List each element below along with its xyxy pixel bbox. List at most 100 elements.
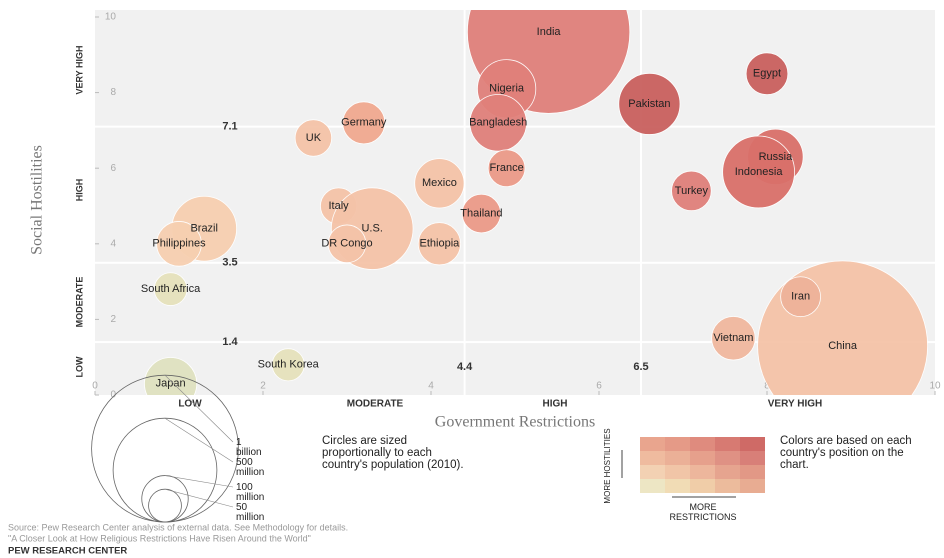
x-tick-label: 2 <box>260 381 266 392</box>
bubble-label: Philippines <box>152 238 206 250</box>
bubble-label: Mexico <box>422 177 457 189</box>
color-legend-cell <box>715 479 740 493</box>
bubble <box>327 224 367 264</box>
bubble-label: DR Congo <box>321 238 372 250</box>
x-tick-label: 0 <box>92 381 98 392</box>
bubble-label: Pakistan <box>628 98 670 110</box>
bubble-label: South Korea <box>258 359 320 371</box>
x-axis-label: Government Restrictions <box>435 414 595 431</box>
credit: PEW RESEARCH CENTER <box>8 546 127 557</box>
bubble-label: Vietnam <box>713 332 753 344</box>
bubble-label: Russia <box>759 151 794 163</box>
bubble-label: South Africa <box>141 283 201 295</box>
color-legend-cell <box>715 465 740 479</box>
color-legend-cell <box>740 451 765 465</box>
bubble-label: Thailand <box>460 207 502 219</box>
bubble <box>153 272 188 306</box>
color-legend-cell <box>740 437 765 451</box>
color-legend-cell <box>715 437 740 451</box>
bubble <box>487 149 526 188</box>
bubble <box>780 276 821 318</box>
size-legend-leader <box>164 488 234 508</box>
y-band-label: MODERATE <box>74 277 84 328</box>
bubble-label: France <box>489 162 523 174</box>
bubbles <box>144 10 928 395</box>
color-legend-cell <box>640 479 665 493</box>
bubble <box>156 221 202 267</box>
bubble <box>711 316 756 361</box>
color-legend-cell <box>640 437 665 451</box>
x-band-label: HIGH <box>543 399 568 410</box>
color-legend-note: Colors are based on each country's positi… <box>780 435 912 471</box>
bubble-label: Bangladesh <box>469 117 527 129</box>
threshold-label: 3.5 <box>222 257 237 269</box>
bubble-label: Turkey <box>675 185 709 197</box>
bubble <box>469 94 527 152</box>
bubble-label: India <box>537 26 562 38</box>
bubble <box>745 52 789 95</box>
bubble <box>414 158 465 209</box>
size-legend-leader <box>164 374 234 443</box>
x-band-label: MODERATE <box>347 399 404 410</box>
threshold-label: 7.1 <box>222 121 237 133</box>
bubble-label: Egypt <box>753 68 781 80</box>
color-legend-cell <box>665 451 690 465</box>
color-legend-cell <box>640 465 665 479</box>
y-band-label: LOW <box>74 356 84 377</box>
y-tick-label: 4 <box>110 238 116 249</box>
x-tick-label: 10 <box>929 381 941 392</box>
bubble <box>618 72 681 135</box>
color-legend-cell <box>690 479 715 493</box>
size-legend-circle <box>148 488 182 523</box>
bubble <box>461 193 502 234</box>
color-legend-cell <box>690 451 715 465</box>
color-legend-cell <box>740 465 765 479</box>
size-legend-label: 1 billion <box>236 437 262 458</box>
bubble-label: Italy <box>329 200 350 212</box>
y-tick-label: 2 <box>110 314 116 325</box>
y-tick-label: 10 <box>105 12 117 23</box>
threshold-label: 4.4 <box>457 361 473 373</box>
x-tick-label: 8 <box>764 381 770 392</box>
bubble <box>722 135 795 209</box>
y-band-label: HIGH <box>74 179 84 202</box>
bubble-label: Iran <box>791 291 810 303</box>
y-tick-label: 6 <box>110 163 116 174</box>
x-tick-label: 4 <box>428 381 434 392</box>
y-tick-label: 0 <box>110 390 116 401</box>
x-tick-label: 6 <box>596 381 602 392</box>
x-band-label: VERY HIGH <box>768 399 822 410</box>
source-note: "A Closer Look at How Religious Restrict… <box>8 533 311 543</box>
bubble <box>144 357 198 395</box>
size-legend-note: Circles are sized proportionally to each c… <box>322 435 464 471</box>
bubble-label: Indonesia <box>735 166 784 178</box>
color-legend-cell <box>690 465 715 479</box>
bubble-label: UK <box>306 132 322 144</box>
color-legend-x-label: MORE RESTRICTIONS <box>669 502 736 522</box>
color-legend-cell <box>690 437 715 451</box>
size-legend-leader <box>164 417 234 463</box>
bubble-label: Germany <box>341 117 387 129</box>
bubble-label: Japan <box>156 378 186 390</box>
color-legend-y-label: MORE HOSTILITIES <box>603 428 612 503</box>
bubble <box>342 101 386 145</box>
size-legend-label: 500 million <box>236 457 264 478</box>
y-tick-label: 8 <box>110 87 116 98</box>
bubble-label: China <box>828 340 858 352</box>
threshold-label: 1.4 <box>222 336 238 348</box>
color-legend-cell <box>665 465 690 479</box>
threshold-label: 6.5 <box>633 361 648 373</box>
bubble <box>671 170 712 212</box>
color-legend-cell <box>715 451 740 465</box>
bubble <box>271 348 305 382</box>
bubble-label: Nigeria <box>489 83 525 95</box>
color-legend-cell <box>740 479 765 493</box>
size-legend-label: 50 million <box>236 502 264 523</box>
y-axis-label: Social Hostilities <box>29 145 46 255</box>
size-legend-leader <box>164 475 234 488</box>
size-legend-circle <box>141 475 189 523</box>
size-legend-circle <box>112 417 218 523</box>
y-band-label: VERY HIGH <box>74 45 84 94</box>
source-note: Source: Pew Research Center analysis of … <box>8 522 348 532</box>
